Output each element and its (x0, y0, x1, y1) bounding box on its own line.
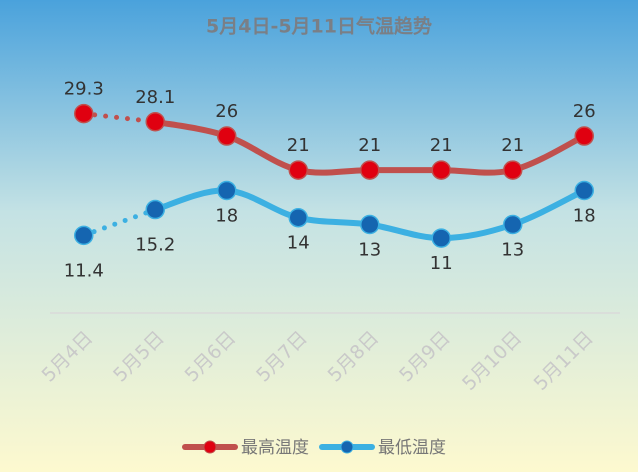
value-label: 13 (358, 240, 381, 261)
marker (145, 199, 165, 220)
marker (74, 225, 94, 246)
marker (288, 207, 308, 228)
value-label: 14 (287, 233, 310, 254)
value-label: 21 (430, 135, 453, 156)
marker (360, 160, 380, 180)
marker (288, 160, 308, 180)
marker (503, 214, 523, 235)
value-label: 26 (215, 101, 238, 122)
legend-label: 最低温度 (378, 438, 446, 458)
marker (431, 160, 451, 180)
line-segment-dotted (81, 111, 158, 125)
marker (74, 103, 94, 124)
marker (360, 214, 380, 235)
value-label: 26 (573, 101, 596, 122)
value-label: 28.1 (135, 87, 175, 108)
marker (145, 112, 165, 132)
marker (503, 160, 523, 180)
value-label: 21 (501, 135, 524, 156)
value-label: 18 (215, 206, 238, 227)
legend-label: 最高温度 (241, 438, 309, 458)
value-label: 18 (573, 206, 596, 227)
value-label: 13 (501, 240, 524, 261)
value-label: 21 (358, 135, 381, 156)
chart-title: 5月4日-5月11日气温趋势 (206, 15, 432, 38)
marker (574, 126, 594, 146)
legend-marker (340, 440, 354, 454)
line-segment-dotted (81, 207, 158, 238)
value-label: 29.3 (64, 79, 104, 100)
legend-marker (203, 440, 217, 454)
marker (431, 228, 451, 248)
value-label: 21 (287, 135, 310, 156)
value-label: 11.4 (64, 260, 104, 281)
value-label: 11 (430, 253, 453, 274)
marker (217, 180, 237, 201)
value-label: 15.2 (135, 235, 175, 256)
marker (574, 180, 594, 201)
marker (217, 126, 237, 146)
